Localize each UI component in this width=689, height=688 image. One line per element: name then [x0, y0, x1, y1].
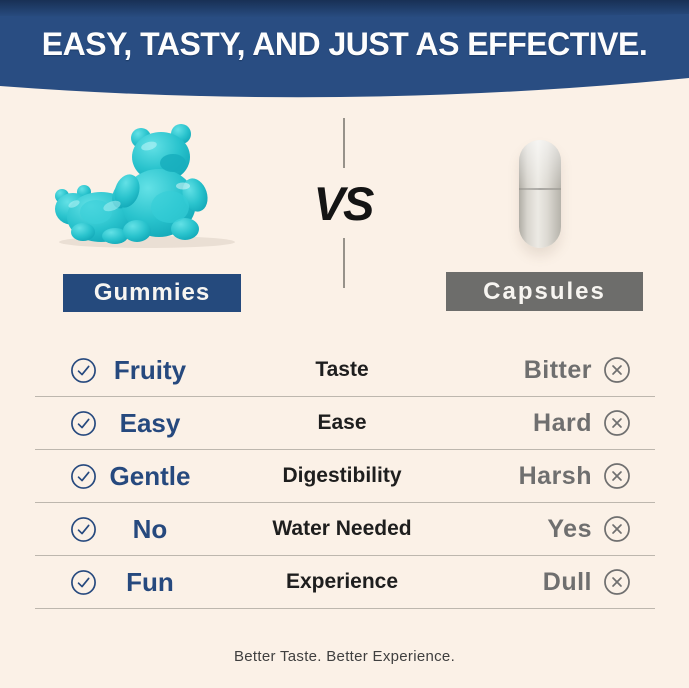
gummies-label: Gummies: [63, 274, 241, 312]
gummies-attribute: Gentle: [109, 460, 191, 491]
capsules-attribute: Bitter: [523, 355, 592, 384]
check-circle-icon: [68, 357, 98, 384]
comparison-row-taste: Fruity Taste Bitter: [35, 344, 655, 397]
header-banner: [0, 0, 689, 98]
x-circle-icon: [602, 568, 632, 596]
gummies-label-text: Gummies: [93, 279, 211, 306]
check-circle-icon: [68, 463, 98, 490]
gummies-attribute: No: [132, 513, 168, 544]
comparison-table: Fruity Taste Bitter Easy Ease Hard: [35, 344, 655, 609]
capsules-attribute: Dull: [542, 567, 592, 596]
check-circle-icon: [68, 516, 98, 543]
gummies-attribute: Fun: [126, 566, 174, 597]
capsules-attribute: Hard: [533, 408, 592, 437]
gummies-attribute: Fruity: [113, 354, 187, 385]
comparison-row-experience: Fun Experience Dull: [35, 556, 655, 609]
capsules-attribute: Harsh: [518, 461, 592, 490]
category-label: Digestibility: [282, 464, 402, 487]
category-label: Ease: [317, 411, 367, 434]
x-circle-icon: [602, 515, 632, 543]
gummies-image: [55, 124, 235, 248]
vs-label: VS: [313, 177, 375, 230]
capsules-attribute: Yes: [547, 514, 592, 543]
x-circle-icon: [602, 462, 632, 490]
category-label: Experience: [285, 570, 399, 593]
capsule-image: [519, 140, 561, 248]
capsules-label-text: Capsules: [483, 277, 606, 305]
check-circle-icon: [68, 410, 98, 437]
footer-tagline: Better Taste. Better Experience.: [233, 648, 456, 665]
gummies-attribute: Easy: [119, 407, 181, 438]
category-label: Water Needed: [272, 517, 412, 540]
page-title: EASY, TASTY, AND JUST AS EFFECTIVE.: [41, 26, 648, 62]
check-circle-icon: [68, 569, 98, 596]
vs-divider-bottom: [343, 238, 345, 288]
vs-divider-top: [343, 118, 345, 168]
comparison-row-water-needed: No Water Needed Yes: [35, 503, 655, 556]
x-circle-icon: [602, 409, 632, 437]
comparison-row-ease: Easy Ease Hard: [35, 397, 655, 450]
x-circle-icon: [602, 356, 632, 384]
category-label: Taste: [315, 358, 369, 381]
capsules-label: Capsules: [446, 272, 643, 311]
comparison-row-digestibility: Gentle Digestibility Harsh: [35, 450, 655, 503]
